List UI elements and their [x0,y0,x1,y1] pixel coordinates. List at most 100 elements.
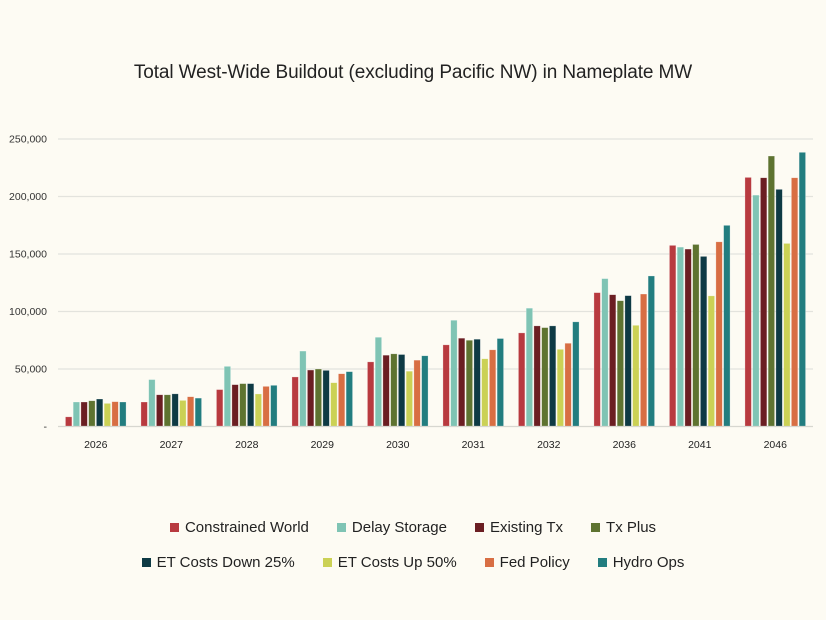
x-tick-label: 2029 [311,439,335,451]
legend-swatch-icon [141,558,151,567]
bar-constrained-world-2027 [140,401,148,427]
x-tick-label: 2046 [764,439,788,451]
bar-fed-policy-2026 [111,401,119,427]
chart-plot: - 50,000 100,000 150,000 200,000 250,000 2026 2… [9,134,813,451]
bar-tx-plus-2029 [314,368,322,427]
bar-et-costs-down-25-2041 [700,256,708,427]
bar-fed-policy-2027 [187,396,195,427]
bar-fed-policy-2041 [715,241,723,427]
bar-tx-plus-2030 [390,353,398,427]
gridlines [58,138,813,370]
bar-hydro-ops-2027 [194,397,202,427]
y-tick-label: - [44,421,48,433]
bar-tx-plus-2031 [465,339,473,427]
legend-swatch-icon [597,558,607,567]
bar-et-costs-up-50-2029 [330,382,338,427]
bar-hydro-ops-2030 [421,355,429,427]
bar-delay-storage-2032 [525,307,533,427]
bar-hydro-ops-2041 [723,225,731,427]
bar-et-costs-down-25-2026 [96,398,104,427]
x-tick-label: 2031 [462,439,486,451]
bar-existing-tx-2026 [80,401,88,427]
bar-delay-storage-2028 [223,366,231,427]
bar-et-costs-up-50-2032 [556,349,564,427]
bar-et-costs-down-25-2046 [775,189,783,427]
bar-et-costs-down-25-2028 [247,383,255,427]
x-tick-label: 2028 [235,439,259,451]
legend-label: Existing Tx [489,519,564,536]
bar-fed-policy-2036 [640,293,648,427]
legend-row: ET Costs Down 25% ET Costs Up 50% Fed Poli… [0,545,826,580]
bar-constrained-world-2026 [65,416,73,427]
legend-item[interactable]: Delay Storage [336,519,447,536]
axes: - 50,000 100,000 150,000 200,000 250,000 2026 2… [9,134,813,451]
y-tick-label: 50,000 [15,364,47,376]
bar-fed-policy-2028 [262,386,270,427]
bar-tx-plus-2028 [239,383,247,427]
bar-hydro-ops-2026 [119,401,127,427]
bar-existing-tx-2046 [760,177,768,427]
x-tick-label: 2030 [386,439,410,451]
legend: Constrained World Delay Storage Existing T… [0,510,826,580]
bar-constrained-world-2029 [291,376,299,427]
bar-et-costs-up-50-2028 [254,393,262,427]
legend-item[interactable]: Existing Tx [474,519,564,536]
bar-existing-tx-2041 [684,248,692,427]
bar-constrained-world-2031 [442,344,450,427]
bar-fed-policy-2032 [564,342,572,427]
legend-swatch-icon [484,558,494,567]
bar-et-costs-up-50-2027 [179,400,187,427]
legend-label: Constrained World [184,519,309,536]
bar-hydro-ops-2028 [270,385,278,427]
legend-swatch-icon [336,523,346,532]
bar-tx-plus-2036 [616,300,624,427]
legend-item[interactable]: ET Costs Down 25% [141,554,295,571]
legend-label: ET Costs Up 50% [337,554,457,571]
bar-constrained-world-2041 [669,245,677,427]
bar-et-costs-down-25-2031 [473,338,481,427]
bar-et-costs-up-50-2031 [481,358,489,427]
legend-item[interactable]: Fed Policy [484,554,570,571]
legend-item[interactable]: Constrained World [169,519,309,536]
bar-et-costs-up-50-2036 [632,324,640,427]
bar-fed-policy-2030 [413,359,421,427]
chart-title: Total West-Wide Buildout (excluding Paci… [133,62,693,83]
x-tick-label: 2032 [537,439,561,451]
bar-fed-policy-2031 [489,349,497,427]
legend-swatch-icon [474,523,484,532]
bar-hydro-ops-2046 [798,152,806,427]
legend-label: ET Costs Down 25% [156,554,295,571]
legend-item[interactable]: ET Costs Up 50% [322,554,457,571]
bar-delay-storage-2046 [752,194,760,427]
legend-row: Constrained World Delay Storage Existing T… [0,510,826,545]
bar-fed-policy-2046 [791,177,799,427]
bar-constrained-world-2028 [216,389,224,427]
legend-item[interactable]: Hydro Ops [597,554,685,571]
bar-constrained-world-2046 [744,177,752,427]
x-tick-label: 2036 [613,439,637,451]
bar-tx-plus-2041 [692,244,700,427]
bar-hydro-ops-2032 [572,321,580,427]
bar-constrained-world-2036 [593,292,601,427]
legend-swatch-icon [591,523,601,532]
bar-et-costs-down-25-2032 [549,325,557,427]
y-tick-label: 150,000 [9,249,47,261]
bar-et-costs-down-25-2029 [322,370,330,427]
bar-fed-policy-2029 [338,373,346,427]
bars [65,152,806,427]
bar-tx-plus-2027 [163,394,171,427]
bar-et-costs-up-50-2041 [707,295,715,427]
bar-et-costs-down-25-2030 [398,354,406,427]
legend-swatch-icon [169,523,179,532]
bar-existing-tx-2030 [382,354,390,427]
bar-et-costs-up-50-2030 [405,370,413,427]
legend-label: Hydro Ops [612,554,685,571]
legend-item[interactable]: Tx Plus [591,519,656,536]
y-tick-label: 200,000 [9,191,47,203]
bar-et-costs-up-50-2046 [783,243,791,427]
bar-delay-storage-2036 [601,278,609,427]
bar-delay-storage-2029 [299,350,307,427]
y-tick-label: 100,000 [9,306,47,318]
bar-et-costs-down-25-2027 [171,393,179,427]
legend-label: Tx Plus [606,519,657,536]
